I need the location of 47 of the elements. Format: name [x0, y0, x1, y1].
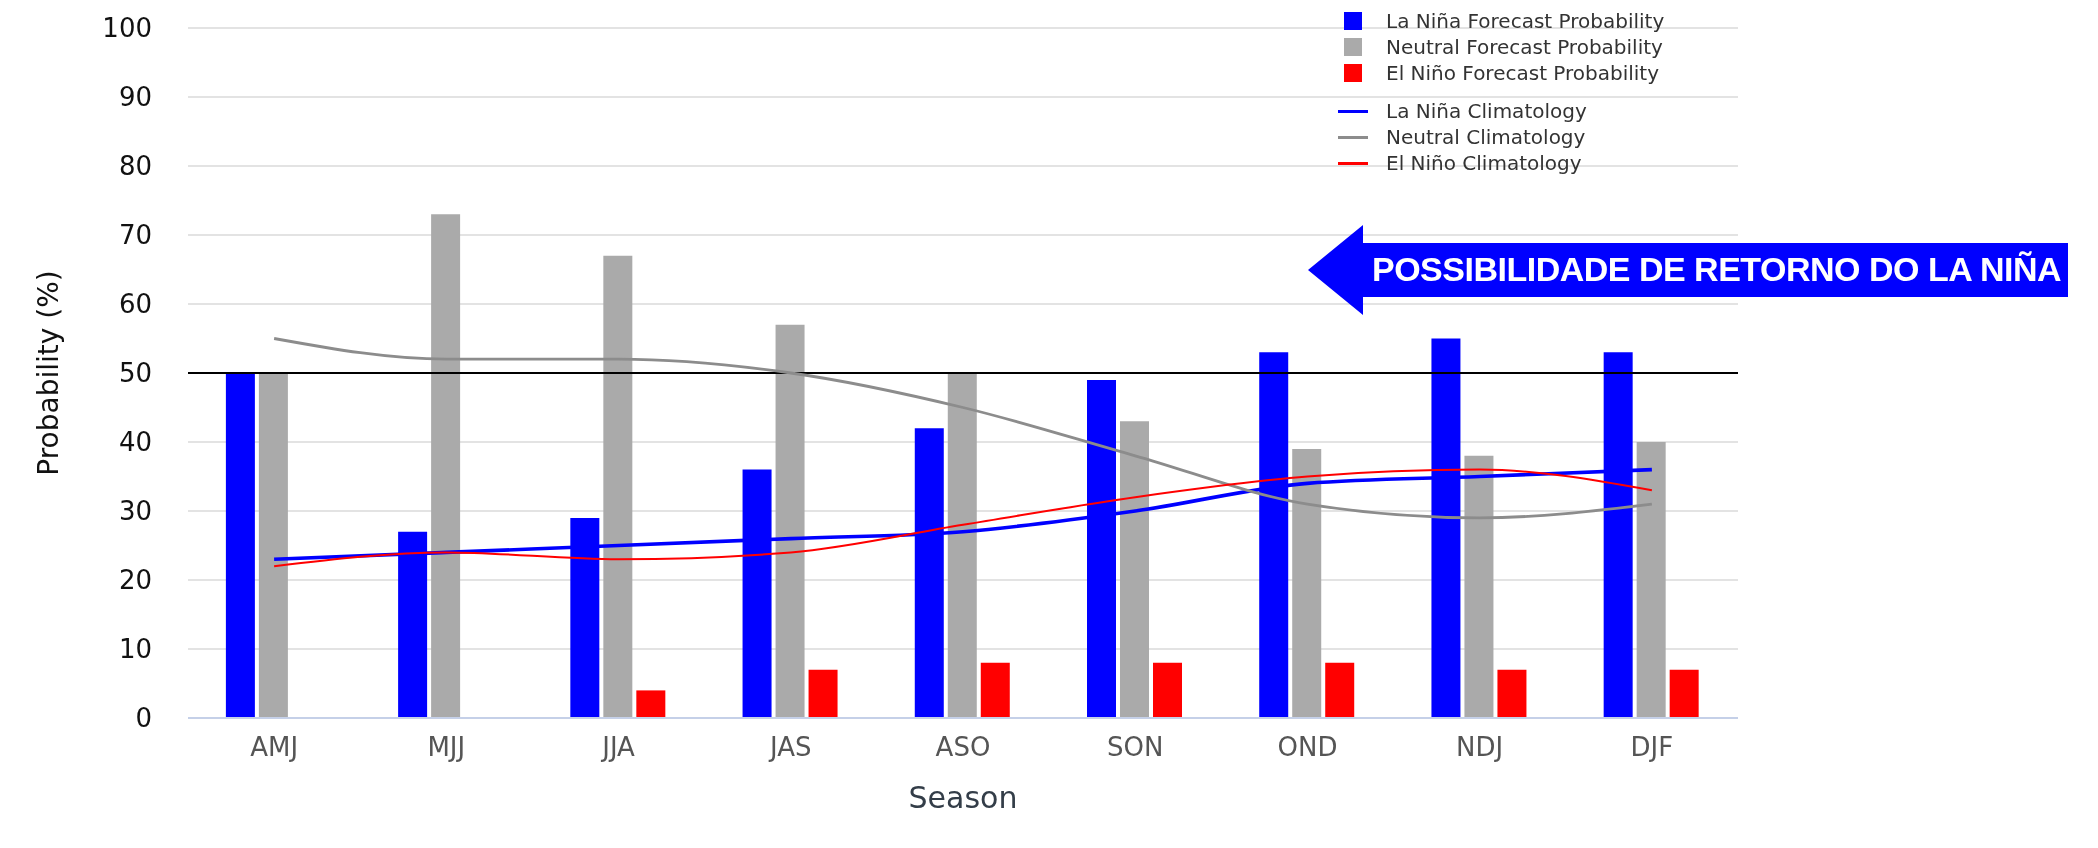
y-tick-label: 70: [118, 220, 152, 251]
legend-label: El Niño Forecast Probability: [1385, 60, 1661, 86]
bar: [258, 373, 288, 718]
legend-label: La Niña Climatology: [1385, 98, 1588, 124]
bar: [1120, 421, 1149, 718]
bar: [1153, 662, 1182, 718]
x-tick-label: ASO: [935, 732, 991, 763]
bar: [1669, 669, 1699, 718]
y-axis-title: Probability (%): [31, 270, 65, 476]
bar: [808, 669, 838, 718]
y-tick-label: 40: [118, 427, 152, 458]
bar: [1292, 448, 1322, 718]
bar: [980, 662, 1010, 718]
x-tick-label: SON: [1107, 732, 1164, 763]
bar: [775, 324, 805, 718]
y-tick-label: 90: [118, 82, 152, 113]
bar: [1497, 669, 1527, 718]
bar: [603, 255, 633, 718]
y-tick-label: 10: [118, 634, 152, 665]
x-tick-label: NDJ: [1456, 732, 1504, 763]
x-tick-label: JJA: [600, 732, 636, 763]
legend-label: Neutral Forecast Probability: [1385, 34, 1664, 60]
x-tick-label: DJF: [1630, 732, 1674, 763]
y-tick-label: 100: [102, 13, 152, 44]
bar: [1636, 442, 1666, 718]
legend-label: El Niño Climatology: [1385, 150, 1583, 176]
bar: [1325, 662, 1355, 718]
x-tick-label: MJJ: [427, 732, 466, 763]
bar: [636, 690, 666, 718]
legend-label: Neutral Climatology: [1385, 124, 1587, 150]
bar: [947, 373, 977, 718]
y-tick-label: 50: [118, 358, 152, 389]
legend-label: La Niña Forecast Probability: [1385, 8, 1665, 34]
y-tick-label: 30: [118, 496, 152, 527]
x-tick-label: AMJ: [250, 732, 299, 763]
line-series: [272, 337, 1654, 520]
annotation: POSSIBILIDADE DE RETORNO DO LA NIÑA: [1372, 250, 2061, 290]
y-tick-label: 0: [135, 703, 152, 734]
x-tick-label: OND: [1277, 732, 1338, 763]
bar: [1464, 455, 1494, 718]
y-tick-label: 60: [118, 289, 152, 320]
bar: [431, 214, 461, 718]
y-tick-label: 20: [118, 565, 152, 596]
bar: [225, 373, 255, 718]
x-axis-title: Season: [908, 780, 1018, 815]
y-tick-label: 80: [118, 151, 152, 182]
x-tick-label: JAS: [768, 732, 812, 763]
